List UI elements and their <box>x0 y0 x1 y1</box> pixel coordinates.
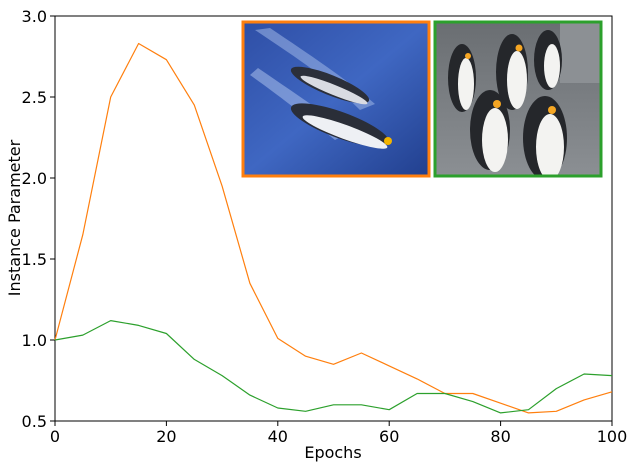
y-tick-label: 2.0 <box>22 169 47 188</box>
orange-inset-border <box>241 20 431 178</box>
y-axis-label: Instance Parameter <box>5 139 24 296</box>
x-tick-label: 80 <box>490 427 510 446</box>
x-axis-label: Epochs <box>304 443 361 462</box>
plot-area-frame <box>54 15 613 422</box>
series-layer <box>54 42 613 414</box>
x-tick-label: 20 <box>156 427 176 446</box>
green-inset-border <box>433 20 603 178</box>
y-axis: 0.5 1.0 1.5 2.0 2.5 3.0 <box>22 7 55 431</box>
y-tick-label: 2.5 <box>22 88 47 107</box>
x-tick-label: 0 <box>50 427 60 446</box>
green-series-line <box>54 320 613 414</box>
y-tick-label: 1.0 <box>22 331 47 350</box>
x-axis: 0 20 40 60 80 100 <box>50 421 627 446</box>
y-tick-label: 3.0 <box>22 7 47 26</box>
x-tick-label: 40 <box>268 427 288 446</box>
x-tick-label: 60 <box>379 427 399 446</box>
swimming-penguins-photo <box>241 20 431 178</box>
y-tick-label: 0.5 <box>22 412 47 431</box>
standing-penguins-photo <box>433 20 603 178</box>
y-tick-label: 1.5 <box>22 250 47 269</box>
orange-series-line <box>54 42 613 414</box>
x-tick-label: 100 <box>597 427 628 446</box>
